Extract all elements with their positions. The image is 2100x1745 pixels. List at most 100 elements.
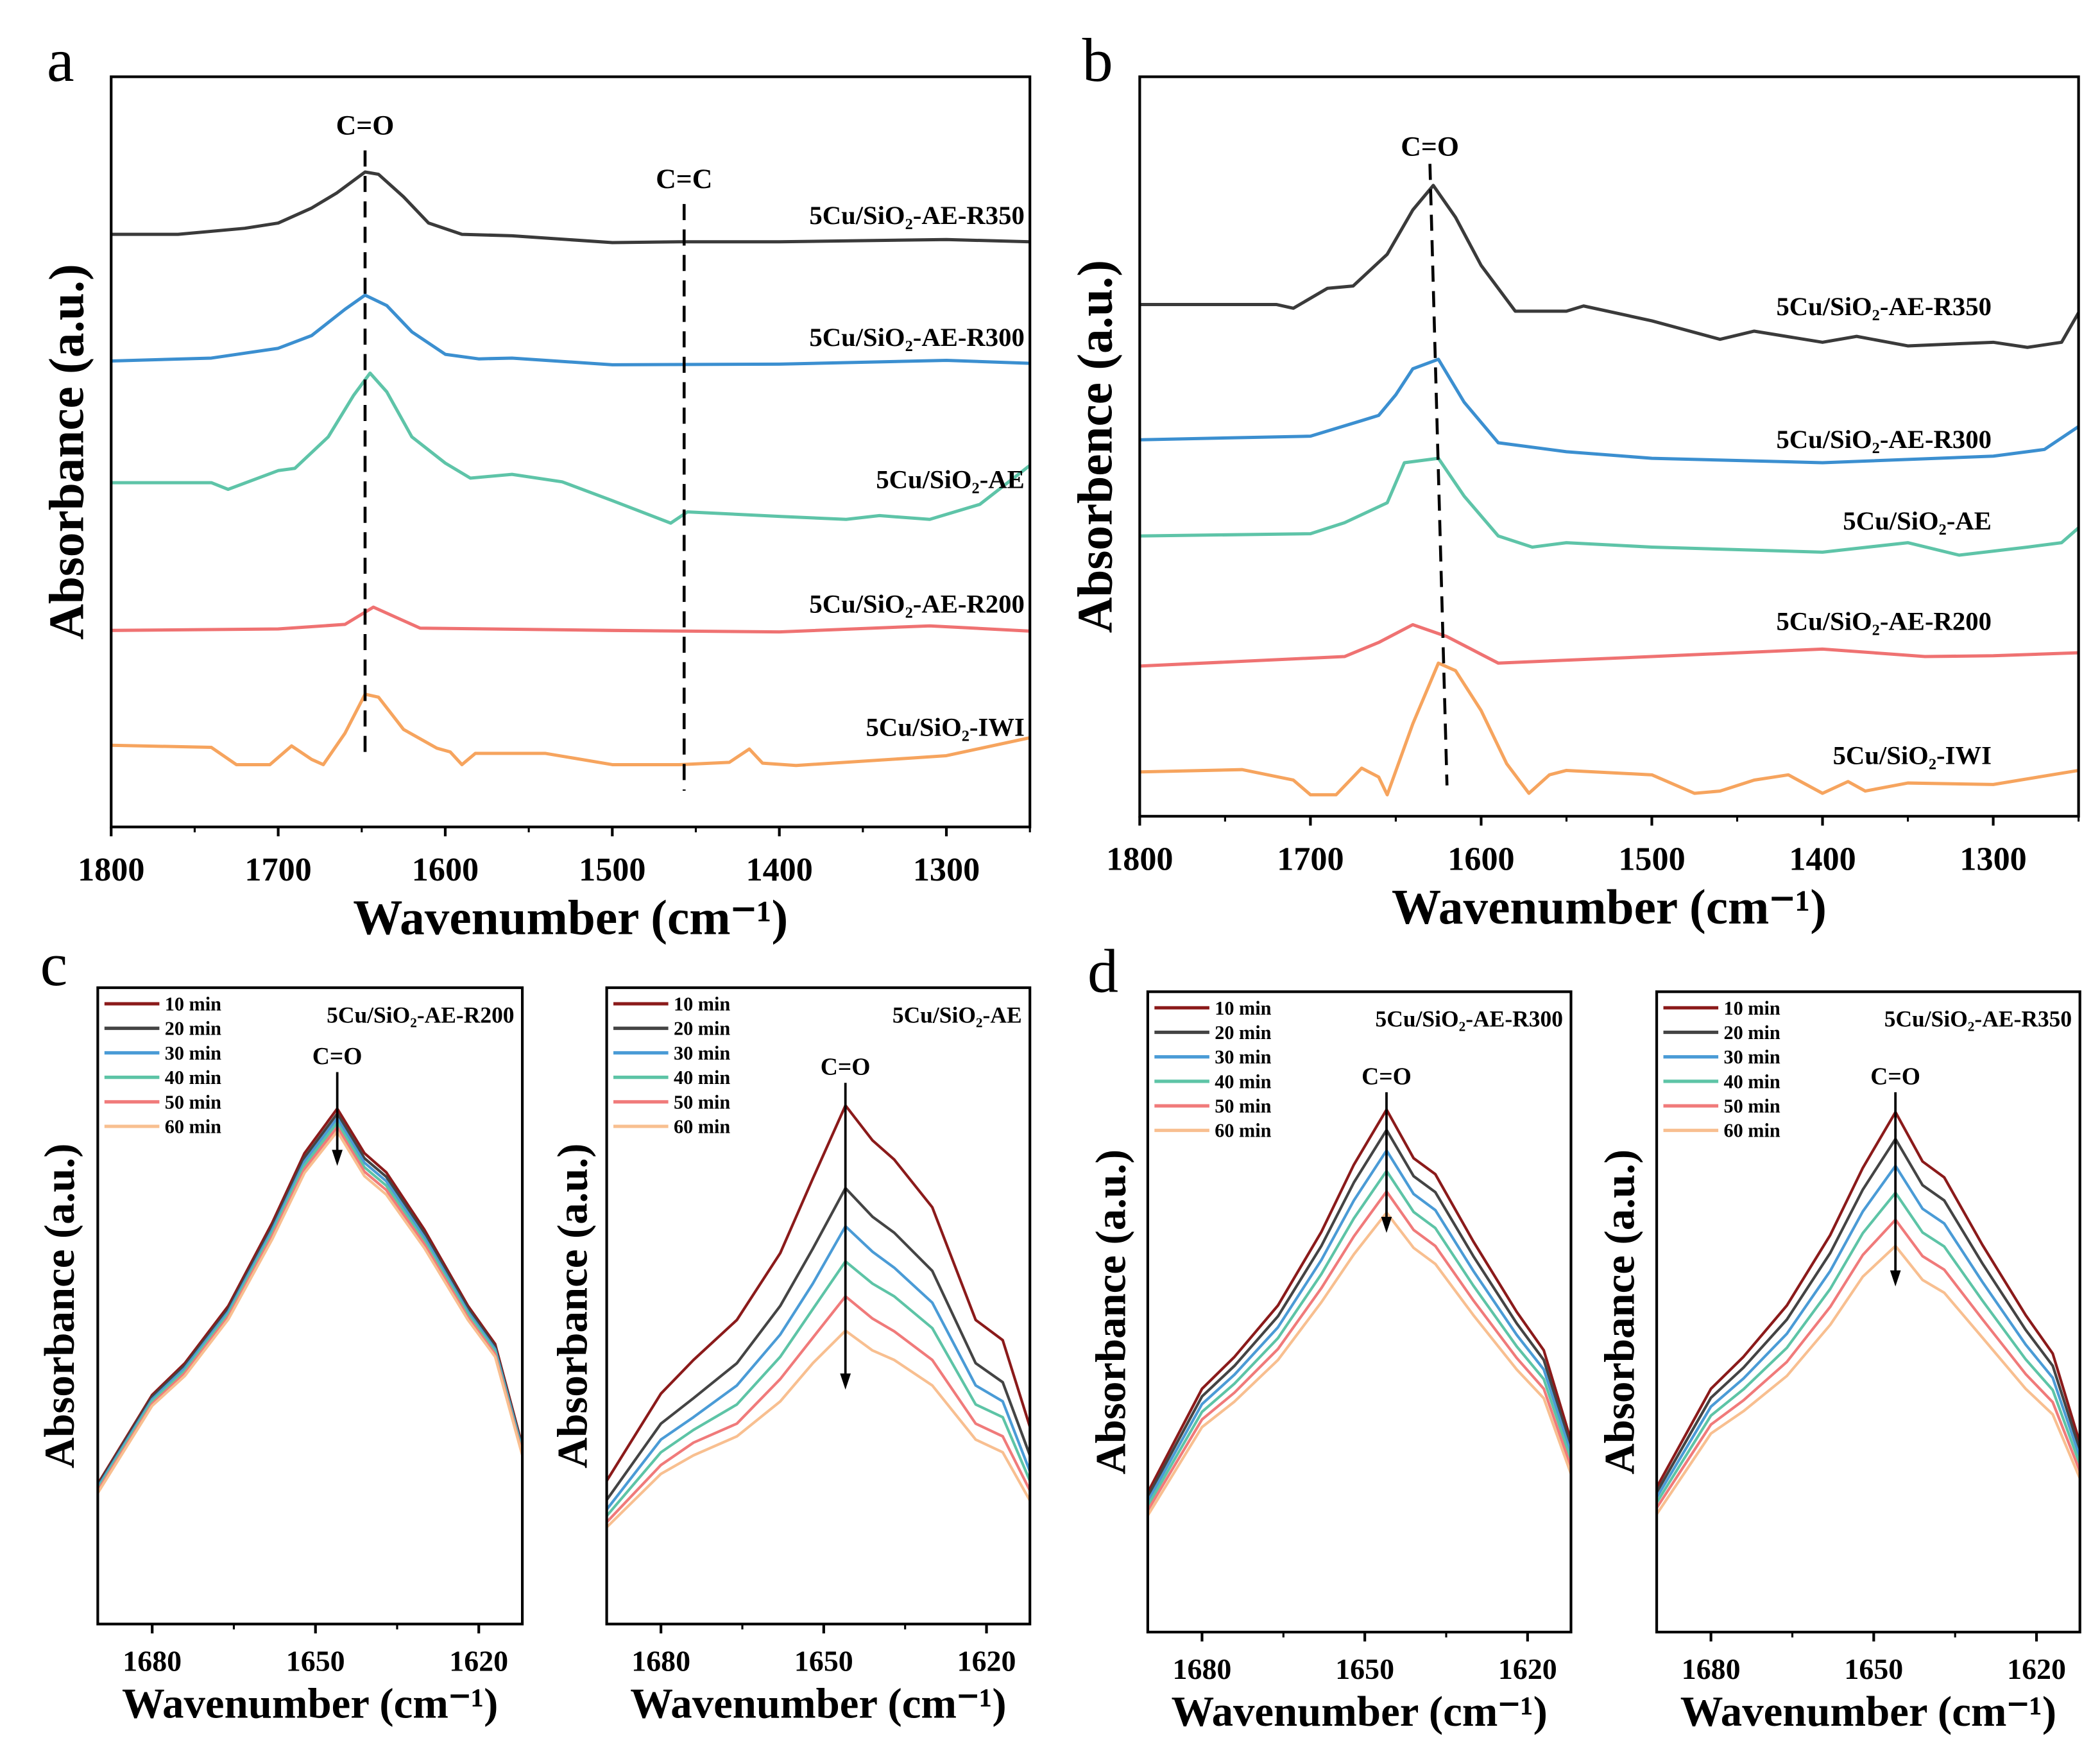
series-line-4 bbox=[606, 1294, 1030, 1524]
x-tick-label: 1500 bbox=[1618, 841, 1685, 877]
series-line-3 bbox=[1657, 1191, 2080, 1504]
series-line-4 bbox=[1147, 1190, 1571, 1511]
series-label: 5Cu/SiO₂-AE-R200 bbox=[1776, 607, 1991, 636]
series-line-2 bbox=[1657, 1164, 2080, 1499]
series-label: 5Cu/SiO₂-AE-R300 bbox=[1776, 425, 1991, 454]
x-tick-label: 1680 bbox=[123, 1645, 182, 1678]
series-line-2 bbox=[1147, 1149, 1571, 1502]
series-line-5 bbox=[1147, 1211, 1571, 1517]
panel-letter: d bbox=[1088, 936, 1118, 1005]
series-group bbox=[111, 170, 1030, 768]
plot-frame bbox=[605, 986, 1032, 1626]
x-axis-title: Wavenumber (cm⁻¹) bbox=[353, 890, 788, 945]
panel-a: a 1800 1700 1600 1500 1400 1300 Wavenumber (cm⁻… bbox=[38, 26, 1032, 945]
legend-label: 40 min bbox=[1723, 1070, 1780, 1092]
legend-label: 30 min bbox=[674, 1042, 730, 1064]
series-label: 5Cu/SiO₂-AE-R300 bbox=[809, 323, 1024, 352]
series-label: 5Cu/SiO₂-AE bbox=[876, 465, 1025, 494]
x-axis-title: Wavenumber (cm⁻¹) bbox=[122, 1680, 498, 1728]
series-label: 5Cu/SiO₂-AE-R350 bbox=[1776, 292, 1991, 321]
plot-frame bbox=[1655, 990, 2081, 1634]
annotation-label: C=O bbox=[1870, 1063, 1920, 1090]
series-line-2 bbox=[1140, 456, 2079, 557]
series-line-1 bbox=[1147, 1128, 1571, 1498]
legend-label: 60 min bbox=[165, 1115, 221, 1137]
series-line-0 bbox=[1140, 184, 2079, 349]
legend-label: 20 min bbox=[674, 1018, 730, 1040]
y-axis-title: Absorbance (a.u.) bbox=[1087, 1149, 1134, 1474]
series-line-2 bbox=[606, 1225, 1030, 1511]
x-tick-label: 1400 bbox=[746, 852, 812, 888]
series-label: 5Cu/SiO₂-AE bbox=[1843, 506, 1992, 535]
series-line-2 bbox=[111, 371, 1030, 525]
panel-subtitle: 5Cu/SiO₂-AE-R300 bbox=[1376, 1006, 1563, 1032]
legend-label: 40 min bbox=[165, 1067, 221, 1088]
x-tick-label: 1650 bbox=[794, 1645, 853, 1678]
legend-label: 60 min bbox=[674, 1115, 730, 1137]
x-tick-label: 1500 bbox=[579, 852, 645, 888]
x-tick-label: 1800 bbox=[78, 852, 144, 888]
panel-letter: b bbox=[1082, 26, 1113, 94]
legend-label: 50 min bbox=[674, 1091, 730, 1113]
y-axis-title: Absorbance (a.u.) bbox=[1596, 1149, 1644, 1474]
y-axis-title: Absorbance (a.u.) bbox=[38, 264, 94, 640]
series-line-4 bbox=[1140, 661, 2079, 796]
x-tick-label: 1600 bbox=[412, 852, 479, 888]
x-tick-label: 1650 bbox=[286, 1645, 345, 1678]
series-line-1 bbox=[606, 1187, 1030, 1501]
x-tick-label: 1300 bbox=[1959, 841, 2026, 877]
legend-label: 30 min bbox=[1723, 1046, 1780, 1068]
series-line-4 bbox=[1657, 1218, 2080, 1509]
series-line-4 bbox=[98, 1126, 523, 1492]
x-tick-label: 1700 bbox=[1277, 841, 1344, 877]
plot-frame bbox=[1138, 75, 2080, 818]
series-line-1 bbox=[111, 293, 1030, 366]
series-line-0 bbox=[1657, 1110, 2080, 1488]
x-tick-label: 1650 bbox=[1844, 1653, 1903, 1685]
y-axis-title: Absorbence (a.u.) bbox=[1068, 260, 1123, 633]
legend-label: 60 min bbox=[1723, 1120, 1780, 1142]
series-group bbox=[98, 1107, 523, 1494]
series-label: 5Cu/SiO₂-IWI bbox=[866, 713, 1024, 742]
plot-frame bbox=[96, 986, 524, 1626]
arrow-down-icon bbox=[1381, 1216, 1392, 1234]
x-axis-title: Wavenumber (cm⁻¹) bbox=[1680, 1688, 2056, 1735]
annotation-label: C=O bbox=[312, 1044, 363, 1070]
legend-label: 20 min bbox=[1215, 1022, 1271, 1044]
series-line-3 bbox=[111, 605, 1030, 634]
series-line-3 bbox=[1140, 623, 2079, 668]
x-axis-title: Wavenumber (cm⁻¹) bbox=[1392, 879, 1827, 934]
x-tick-label: 1620 bbox=[449, 1645, 508, 1678]
legend-label: 10 min bbox=[674, 993, 730, 1015]
x-tick-label: 1620 bbox=[1498, 1653, 1557, 1685]
panel-subtitle: 5Cu/SiO₂-AE-R200 bbox=[327, 1002, 514, 1027]
plot-frame bbox=[1146, 990, 1573, 1634]
x-tick-label: 1800 bbox=[1106, 841, 1173, 877]
x-tick-label: 1300 bbox=[913, 852, 980, 888]
series-group bbox=[1140, 184, 2079, 796]
series-line-0 bbox=[111, 170, 1030, 245]
x-axis-title: Wavenumber (cm⁻¹) bbox=[1172, 1688, 1548, 1735]
series-label: 5Cu/SiO₂-AE-R350 bbox=[809, 201, 1024, 230]
legend-label: 40 min bbox=[674, 1067, 730, 1088]
y-axis-title: Absorbance (a.u.) bbox=[549, 1144, 596, 1468]
annotation-label: C=O bbox=[1401, 132, 1459, 162]
series-line-5 bbox=[606, 1329, 1030, 1529]
x-tick-label: 1680 bbox=[631, 1645, 690, 1678]
legend-label: 60 min bbox=[1215, 1120, 1271, 1142]
legend-label: 30 min bbox=[1215, 1046, 1271, 1068]
x-tick-label: 1620 bbox=[2007, 1653, 2066, 1685]
annotation-label: C=O bbox=[821, 1054, 871, 1081]
annotation-label: C=O bbox=[336, 110, 395, 141]
arrow-down-icon bbox=[1890, 1270, 1901, 1287]
annotation-label: C=C bbox=[656, 164, 712, 194]
series-line-0 bbox=[1147, 1108, 1571, 1493]
annotation-label: C=O bbox=[1362, 1063, 1412, 1090]
series-line-1 bbox=[1140, 357, 2079, 465]
legend-label: 30 min bbox=[165, 1042, 221, 1064]
x-tick-label: 1700 bbox=[244, 852, 311, 888]
